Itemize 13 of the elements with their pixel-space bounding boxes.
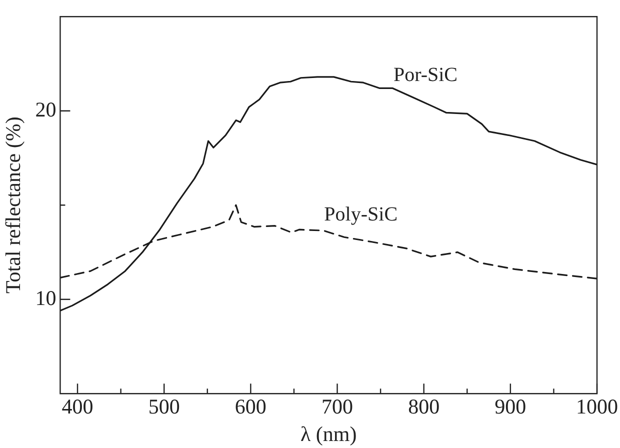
x-tick-label: 700: [322, 394, 354, 419]
x-tick-label: 400: [62, 394, 94, 419]
series-label: Poly-SiC: [324, 203, 398, 226]
y-tick-label: 10: [35, 286, 56, 310]
x-tick-label: 800: [408, 394, 440, 419]
x-tick-label: 500: [148, 394, 180, 419]
y-axis-title: Total reflectance (%): [1, 116, 26, 294]
series-label: Por-SiC: [393, 64, 458, 86]
x-axis-title: λ (nm): [300, 422, 357, 446]
x-tick-label: 900: [494, 394, 526, 419]
y-tick-label: 20: [35, 97, 56, 122]
x-tick-label: 600: [234, 394, 266, 419]
x-tick-label: 1000: [576, 394, 618, 419]
